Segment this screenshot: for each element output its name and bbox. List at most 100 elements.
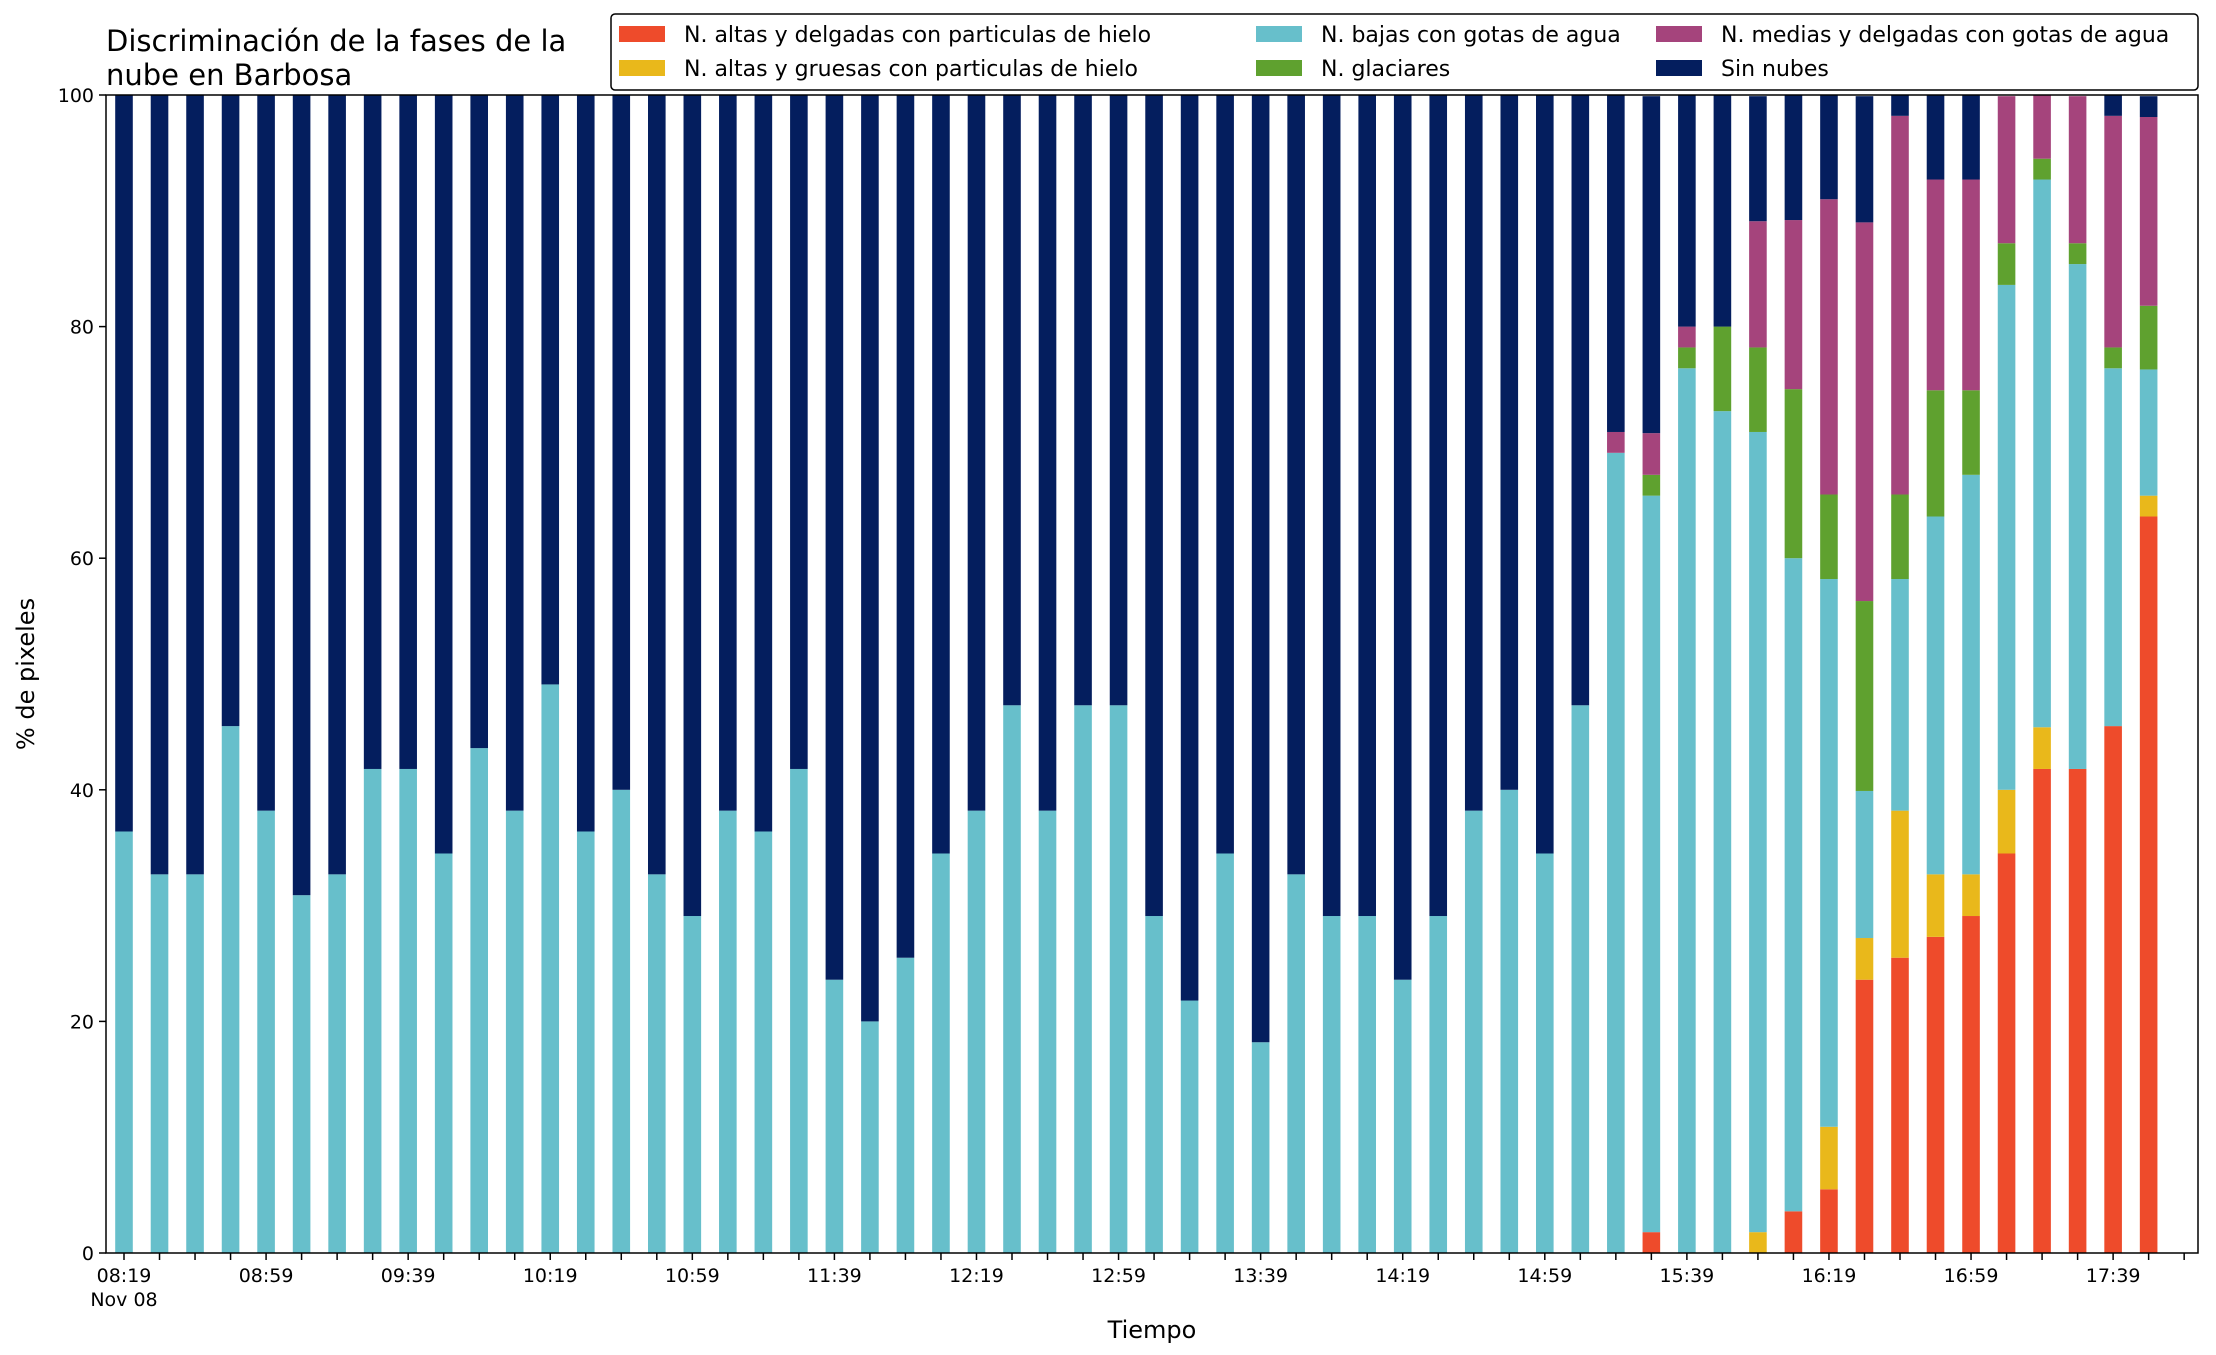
bar-segment	[612, 789, 631, 1253]
bar-segment	[1429, 95, 1448, 917]
bar-segment	[434, 853, 453, 1253]
bar-segment	[1536, 853, 1554, 1253]
bar-segment	[896, 957, 915, 1253]
bar-segment	[2033, 158, 2051, 180]
bar-segment	[1855, 979, 1874, 1253]
bar-segment	[1926, 95, 1945, 180]
x-tick-label: 14:19	[1375, 1265, 1430, 1287]
bar-segment	[1464, 95, 1483, 811]
bar-segment	[612, 95, 631, 790]
bar-segment	[115, 95, 133, 832]
bar-segment	[1820, 199, 1838, 495]
bar-segment	[2104, 95, 2122, 116]
bar-segment	[1358, 95, 1376, 917]
bar-segment	[1891, 115, 1909, 495]
bar-segment	[292, 95, 311, 896]
bar-segment	[2033, 727, 2051, 769]
bar-segment	[1180, 95, 1199, 1001]
bar-segment	[1713, 411, 1732, 1253]
bar-segment	[719, 95, 737, 811]
bar-segment	[1713, 95, 1732, 327]
bar-segment	[1109, 705, 1128, 1253]
bar-segment	[1251, 95, 1270, 1043]
y-tick-label: 100	[58, 85, 94, 107]
bar-segment	[754, 831, 773, 1253]
bar-segment	[1997, 96, 2016, 244]
bar-segment	[1109, 95, 1128, 706]
legend-label: N. glaciares	[1321, 57, 1450, 82]
bar-segment	[719, 810, 737, 1253]
bar-segment	[399, 768, 417, 1253]
bar-segment	[1322, 95, 1341, 917]
bar-segment	[1500, 95, 1519, 790]
x-tick-label: 16:19	[1802, 1265, 1857, 1287]
bar-segment	[1784, 389, 1803, 559]
x-tick-label: 08:59	[239, 1265, 294, 1287]
bar-segment	[1713, 326, 1732, 412]
bar-segment	[434, 95, 453, 854]
legend-label: N. altas y gruesas con particulas de hie…	[684, 57, 1138, 82]
bar-segment	[1962, 874, 1980, 917]
bars-layer	[115, 95, 2158, 1253]
bar-segment	[932, 853, 950, 1253]
legend-swatch	[619, 60, 665, 76]
x-tick-label: 12:19	[949, 1265, 1004, 1287]
bar-segment	[861, 95, 879, 1022]
chart-title-line-2: nube en Barbosa	[106, 58, 352, 92]
bar-segment	[399, 95, 417, 769]
bar-segment	[2033, 768, 2051, 1253]
bar-segment	[1145, 916, 1163, 1253]
bar-segment	[1216, 853, 1234, 1253]
x-tick-label: 15:39	[1659, 1265, 1714, 1287]
x-tick-label: 17:39	[2086, 1265, 2141, 1287]
bar-segment	[1074, 95, 1092, 706]
chart-title-line-1: Discriminación de la fases de la	[106, 24, 566, 58]
bar-segment	[150, 874, 169, 1253]
bar-segment	[1784, 220, 1803, 390]
bar-segment	[1749, 431, 1767, 1233]
bar-segment	[1003, 95, 1021, 706]
bar-segment	[1038, 95, 1057, 811]
bar-segment	[1038, 810, 1057, 1253]
x-tick-label: 13:39	[1233, 1265, 1288, 1287]
y-tick-label: 60	[70, 548, 94, 570]
bar-segment	[1962, 95, 1980, 180]
bar-segment	[221, 726, 240, 1253]
bar-segment	[932, 95, 950, 854]
bar-segment	[825, 95, 844, 980]
bar-segment	[2139, 96, 2158, 117]
bar-segment	[1287, 95, 1305, 875]
bar-segment	[363, 768, 382, 1253]
bar-segment	[1607, 95, 1625, 432]
bar-segment	[2068, 243, 2087, 265]
bar-segment	[2104, 726, 2122, 1253]
legend-box	[610, 13, 2199, 91]
bar-segment	[967, 810, 986, 1253]
bar-segment	[257, 95, 275, 811]
bar-segment	[1891, 957, 1909, 1253]
bar-segment	[1997, 789, 2016, 854]
bar-segment	[1784, 558, 1803, 1212]
bar-segment	[1926, 874, 1945, 937]
bar-segment	[1997, 853, 2016, 1253]
bar-segment	[1749, 1232, 1767, 1253]
bar-segment	[896, 95, 915, 958]
x-tick-label: 12:59	[1091, 1265, 1146, 1287]
x-axis-title: Tiempo	[1107, 1316, 1197, 1344]
x-tick-label: 08:19	[97, 1265, 152, 1287]
bar-segment	[1891, 579, 1909, 811]
bar-segment	[1926, 390, 1945, 517]
y-tick-label: 80	[70, 317, 94, 339]
bar-segment	[1607, 452, 1625, 1253]
legend-swatch	[1656, 60, 1702, 76]
x-tick-label: 09:39	[381, 1265, 436, 1287]
bar-segment	[1855, 222, 1874, 602]
bar-segment	[1962, 916, 1980, 1253]
bar-segment	[861, 1021, 879, 1253]
bar-segment	[115, 831, 133, 1253]
bar-segment	[2139, 495, 2158, 517]
bar-segment	[1429, 916, 1448, 1253]
bar-segment	[2139, 516, 2158, 1253]
